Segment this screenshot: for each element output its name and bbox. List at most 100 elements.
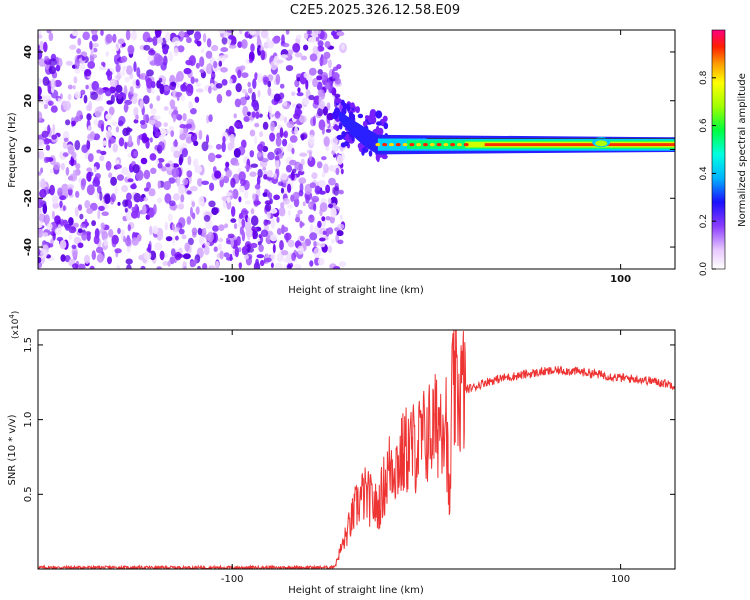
signal-hotspot: [443, 143, 449, 147]
noise-blob: [48, 33, 53, 42]
noise-blob: [280, 54, 288, 59]
noise-blob: [40, 248, 48, 259]
noise-blob: [263, 174, 268, 180]
noise-blob: [250, 163, 259, 168]
noise-blob: [295, 216, 301, 223]
snr-plot-area: [38, 330, 675, 569]
noise-blob: [270, 208, 278, 214]
noise-blob: [254, 184, 261, 190]
noise-blob: [286, 121, 295, 129]
noise-blob: [239, 30, 243, 35]
noise-blob: [114, 186, 118, 195]
noise-blob: [51, 134, 58, 140]
noise-blob: [287, 239, 295, 248]
noise-blob: [148, 188, 156, 197]
noise-blob: [312, 115, 316, 127]
noise-blob: [276, 59, 284, 64]
noise-blob: [43, 41, 48, 53]
noise-blob: [321, 171, 326, 178]
noise-blob: [172, 113, 176, 123]
noise-blob: [243, 116, 250, 122]
noise-blob: [122, 65, 127, 71]
transition-blob: [351, 135, 355, 142]
noise-blob: [133, 150, 138, 157]
noise-blob: [292, 168, 297, 174]
noise-blob: [273, 172, 277, 180]
noise-blob: [49, 168, 54, 174]
noise-blob: [337, 239, 344, 245]
noise-blob: [146, 181, 151, 190]
noise-blob: [159, 250, 165, 261]
noise-blob: [303, 44, 309, 51]
noise-blob: [260, 30, 269, 39]
noise-blob: [242, 105, 249, 117]
noise-blob: [105, 160, 112, 171]
noise-blob: [258, 244, 264, 253]
noise-blob: [126, 264, 132, 269]
noise-blob: [257, 168, 263, 178]
noise-blob: [314, 185, 321, 195]
noise-blob: [165, 236, 173, 242]
signal-hotspot: [395, 143, 401, 147]
noise-blob: [233, 113, 237, 119]
noise-blob: [300, 134, 305, 141]
noise-blob: [110, 193, 116, 203]
noise-blob: [272, 36, 280, 44]
noise-blob: [162, 261, 168, 266]
noise-blob: [65, 166, 70, 176]
noise-blob: [185, 123, 192, 129]
noise-blob: [334, 93, 341, 99]
noise-blob: [60, 218, 64, 227]
noise-blob: [50, 78, 56, 90]
noise-blob: [201, 180, 210, 185]
noise-blob: [163, 86, 171, 91]
noise-blob: [279, 127, 284, 138]
noise-blob: [156, 54, 164, 66]
noise-blob: [171, 167, 180, 178]
noise-blob: [146, 69, 154, 77]
noise-blob: [336, 31, 345, 37]
noise-blob: [182, 113, 187, 122]
noise-blob: [156, 95, 161, 102]
noise-blob: [262, 192, 268, 198]
noise-blob: [38, 111, 43, 122]
noise-blob: [273, 194, 280, 201]
transition-blob: [351, 116, 356, 121]
noise-blob: [172, 223, 176, 231]
noise-blob: [239, 185, 245, 193]
noise-blob: [39, 188, 47, 198]
transition-blob: [376, 121, 382, 126]
noise-blob: [100, 222, 106, 230]
noise-blob: [325, 216, 331, 221]
noise-blob: [57, 187, 63, 197]
noise-blob: [42, 76, 50, 86]
noise-blob: [334, 77, 341, 85]
noise-blob: [139, 99, 144, 110]
noise-blob: [40, 167, 44, 174]
noise-blob: [298, 177, 307, 185]
noise-blob: [296, 77, 301, 82]
noise-blob: [91, 80, 100, 91]
transition-blob: [364, 115, 370, 120]
noise-blob: [150, 107, 157, 115]
noise-blob: [259, 160, 268, 168]
snr-chart: -100 100 0.5 1.0 1.5 Height of straight line…: [7, 311, 676, 596]
noise-blob: [254, 135, 258, 145]
noise-blob: [51, 210, 55, 220]
noise-blob: [171, 33, 177, 38]
noise-blob: [207, 152, 216, 163]
transition-blob: [381, 154, 388, 160]
noise-blob: [249, 171, 257, 177]
noise-blob: [87, 125, 92, 131]
noise-blob: [115, 43, 119, 48]
noise-blob: [190, 108, 197, 115]
noise-blob: [116, 71, 121, 81]
noise-blob: [52, 123, 56, 135]
noise-blob: [218, 60, 223, 67]
noise-blob: [328, 177, 336, 186]
noise-blob: [86, 184, 95, 196]
noise-blob: [194, 31, 202, 41]
noise-blob: [187, 237, 194, 246]
snr-multiplier: (x104): [8, 311, 21, 339]
transition-blob: [377, 128, 382, 137]
